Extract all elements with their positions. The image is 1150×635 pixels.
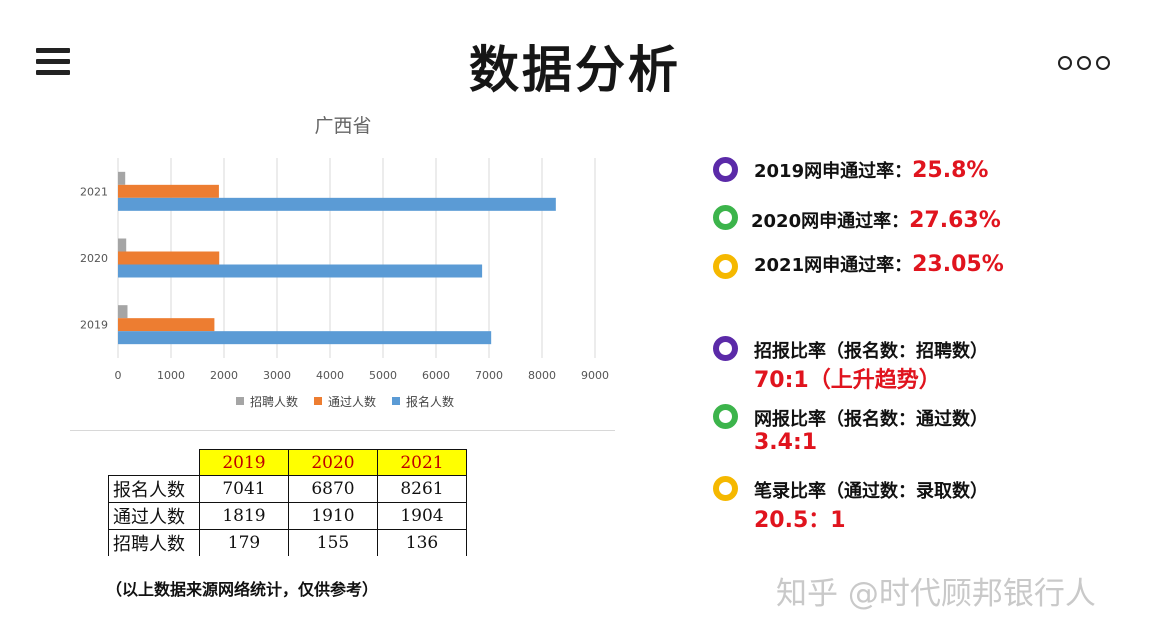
chart-ticks: 0 1000 2000 3000 4000 5000 6000 7000 8000 9000 201… [80,185,609,382]
table-cell: 179 [199,529,289,556]
bar-2020-通过人数 [118,251,220,265]
watermark: 知乎 @时代顾邦银行人 [776,576,1096,612]
ratio-title: 笔录比率（通过数：录取数） [754,481,988,502]
chart-title: 广西省 [314,115,371,137]
green-ring-icon [713,205,738,230]
legend-label: 招聘人数 [250,394,298,409]
source-note: （以上数据来源网络统计，仅供参考） [106,580,379,599]
chart-divider [70,430,615,431]
table-row-label: 报名人数 [108,475,200,503]
table-row-label: 招聘人数 [108,529,200,556]
x-tick-label: 4000 [316,369,344,382]
x-tick-label: 8000 [528,369,556,382]
table-year-header: 2021 [377,449,467,476]
bar-2019-报名人数 [118,331,492,345]
table-cell: 6870 [288,475,378,503]
table-row: 报名人数 7041 6870 8261 [108,475,467,503]
x-tick-label: 2000 [210,369,238,382]
table-year-header: 2020 [288,449,378,476]
table-row-label: 通过人数 [108,502,200,530]
y-tick-label: 2021 [80,185,108,198]
pass-rate-value: 27.63% [909,208,1001,233]
ratio-value: 3.4:1 [754,430,818,455]
bar-2019-招聘人数 [118,305,128,319]
ratio-value: 70:1（上升趋势） [754,368,941,393]
chart-bars [118,171,556,345]
pass-rate-value: 23.05% [912,252,1004,277]
x-tick-label: 1000 [157,369,185,382]
x-tick-label: 3000 [263,369,291,382]
table-cell: 1910 [288,502,378,530]
legend-label: 通过人数 [328,394,376,409]
y-tick-label: 2019 [80,319,108,332]
table-corner-cell [108,449,200,476]
table-cell: 155 [288,529,378,556]
legend-swatch [314,397,322,405]
table-cell: 1904 [377,502,467,530]
data-table: 2019 2020 2021 报名人数 7041 6870 8261 通过人数 … [108,449,467,556]
table-row: 通过人数 1819 1910 1904 [108,502,467,530]
more-options-icon[interactable] [1058,56,1110,70]
x-tick-label: 5000 [369,369,397,382]
yellow-ring-icon [713,476,738,501]
x-tick-label: 7000 [475,369,503,382]
bar-2020-报名人数 [118,264,483,278]
x-tick-label: 9000 [581,369,609,382]
bar-2020-招聘人数 [118,238,127,252]
pass-rate-label: 2019网申通过率： [754,161,913,182]
bar-2021-报名人数 [118,197,556,211]
ratio-title: 网报比率（报名数：通过数） [754,409,988,430]
legend-label: 报名人数 [406,394,454,409]
bar-2019-通过人数 [118,318,215,332]
purple-ring-icon [713,336,738,361]
table-cell: 8261 [377,475,467,503]
chart-legend: 招聘人数 通过人数 报名人数 [236,394,454,409]
bar-2021-通过人数 [118,184,219,198]
legend-swatch [392,397,400,405]
table-row: 招聘人数 179 155 136 [108,529,467,556]
pass-rate-label: 2021网申通过率： [754,255,913,276]
bar-chart: 广西省 0 1000 2000 3000 4000 5000 6000 7000 8000 900… [80,115,609,409]
ratio-title: 招报比率（报名数：招聘数） [754,341,988,362]
x-tick-label: 6000 [422,369,450,382]
hamburger-menu-icon[interactable] [36,48,70,76]
x-tick-label: 0 [115,369,122,382]
purple-ring-icon [713,157,738,182]
table-year-header: 2019 [199,449,289,476]
pass-rate-value: 25.8% [912,158,989,183]
table-cell: 136 [377,529,467,556]
bar-2021-招聘人数 [118,171,126,185]
page-title: 数据分析 [469,41,681,99]
y-tick-label: 2020 [80,252,108,265]
table-cell: 7041 [199,475,289,503]
table-header-row: 2019 2020 2021 [108,449,467,476]
ratio-value: 20.5：1 [754,508,846,533]
legend-swatch [236,397,244,405]
pass-rate-label: 2020网申通过率： [751,211,910,232]
table-cell: 1819 [199,502,289,530]
green-ring-icon [713,404,738,429]
yellow-ring-icon [713,254,738,279]
